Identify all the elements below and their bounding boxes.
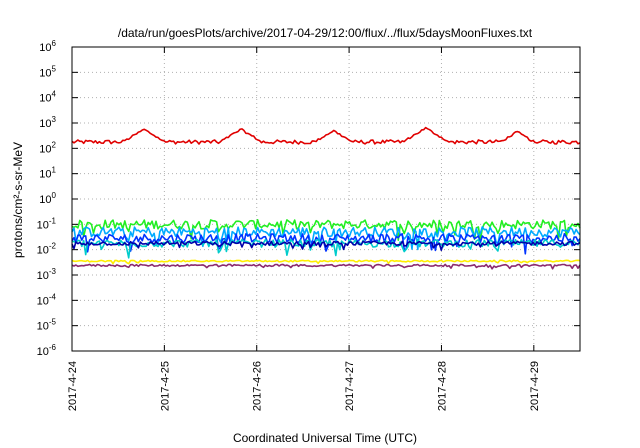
series-line-1 [71, 219, 581, 242]
x-tick-label: 2017-4-26 [252, 361, 264, 411]
y-tick-label: 106 [39, 39, 56, 54]
x-axis-label: Coordinated Universal Time (UTC) [233, 431, 417, 445]
x-tick-label: 2017-4-24 [67, 361, 79, 411]
y-tick-label: 10-6 [37, 343, 57, 358]
series-line-7 [71, 263, 581, 270]
y-tick-label: 101 [39, 166, 56, 181]
y-tick-label: 10-5 [37, 318, 57, 333]
y-tick-label: 100 [39, 191, 56, 206]
x-tick-label: 2017-4-27 [344, 361, 356, 411]
chart-title: /data/run/goesPlots/archive/2017-04-29/1… [118, 26, 533, 40]
series-line-3 [71, 232, 581, 255]
y-axis-label: protons/cm²-s-sr-MeV [11, 142, 25, 258]
series-line-5 [71, 240, 581, 251]
x-axis-ticks: 2017-4-24 2017-4-25 2017-4-26 2017-4-27 2017… [67, 47, 541, 411]
x-tick-label: 2017-4-25 [159, 361, 171, 411]
series-line-4 [71, 238, 581, 259]
y-tick-label: 10-4 [37, 292, 57, 307]
y-tick-label: 103 [39, 115, 56, 130]
x-tick-label: 2017-4-28 [436, 361, 448, 411]
y-tick-label: 102 [39, 140, 56, 155]
series-line-0 [71, 126, 581, 145]
y-tick-label: 10-1 [37, 216, 57, 231]
series-line-6 [71, 259, 581, 265]
y-tick-label: 10-2 [37, 242, 57, 257]
x-tick-label: 2017-4-29 [529, 361, 541, 411]
y-tick-label: 104 [39, 90, 56, 105]
y-tick-label: 10-3 [37, 267, 57, 282]
grid-lines [72, 47, 580, 351]
series-group [71, 126, 581, 270]
y-tick-label: 105 [39, 64, 56, 79]
y-axis-ticks: 106 105 104 103 102 101 100 10-1 10-2 10-3 10-4 10-… [37, 39, 580, 358]
